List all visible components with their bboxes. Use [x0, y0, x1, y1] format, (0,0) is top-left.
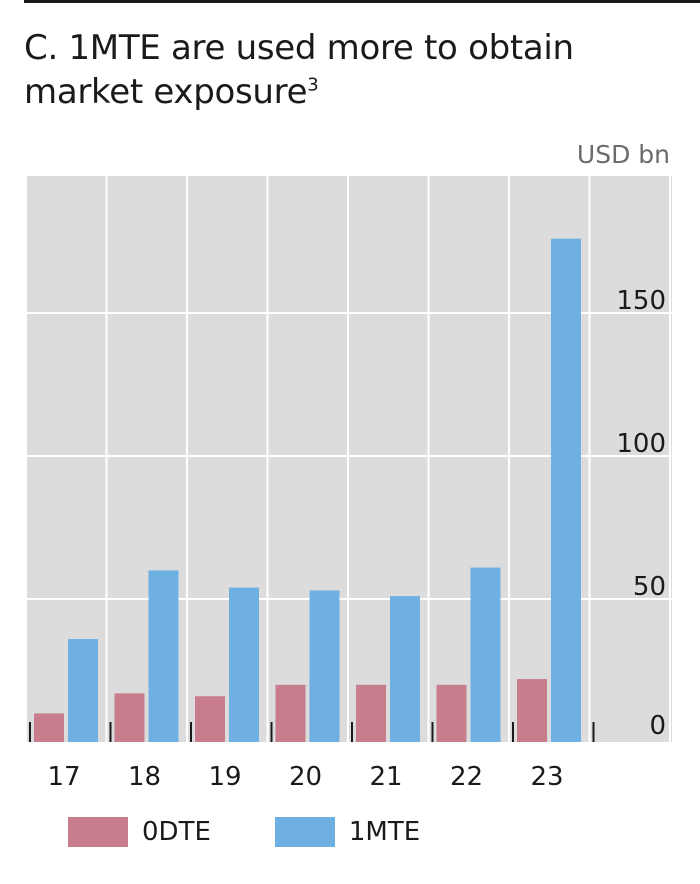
x-tick-label: 20: [289, 762, 322, 792]
bar-0dte-20: [275, 684, 306, 742]
bar-1mte-19: [229, 587, 259, 742]
top-rule: [24, 0, 700, 3]
y-tick-label: 50: [633, 572, 666, 602]
legend-swatch-0dte: [68, 817, 128, 847]
bar-1mte-18: [148, 570, 179, 742]
legend-swatch-1mte: [274, 817, 335, 847]
chart-title-text: C. 1MTE are used more to obtain market e…: [24, 28, 574, 112]
chart-title: C. 1MTE are used more to obtain market e…: [24, 26, 684, 114]
bar-1mte-21: [390, 596, 420, 742]
bar-1mte-17: [68, 639, 98, 742]
bar-0dte-19: [195, 696, 225, 742]
x-tick-label: 19: [208, 762, 241, 792]
legend-label-0dte: 0DTE: [142, 817, 211, 847]
x-tick-label: 23: [530, 762, 563, 792]
bar-1mte-22: [470, 567, 501, 742]
legend-item-0dte: 0DTE: [68, 817, 211, 847]
x-tick-label: 22: [450, 762, 483, 792]
bar-0dte-23: [517, 679, 547, 742]
x-tick-label: 21: [369, 762, 402, 792]
bar-0dte-18: [114, 693, 145, 742]
legend-item-1mte: 1MTE: [274, 817, 421, 847]
bar-0dte-21: [356, 684, 386, 742]
bar-1mte-20: [309, 590, 340, 742]
bar-0dte-22: [436, 684, 467, 742]
unit-label: USD bn: [576, 140, 670, 169]
y-tick-label: 0: [649, 711, 666, 741]
x-tick-label: 18: [128, 762, 161, 792]
y-tick-label: 100: [616, 429, 666, 459]
legend: 0DTE 1MTE: [68, 812, 484, 852]
title-footnote-marker: 3: [307, 74, 319, 96]
legend-label-1mte: 1MTE: [348, 817, 421, 847]
bar-1mte-23: [551, 238, 581, 742]
y-tick-label: 150: [616, 286, 666, 316]
bar-0dte-17: [34, 713, 64, 742]
x-tick-label: 17: [47, 762, 80, 792]
